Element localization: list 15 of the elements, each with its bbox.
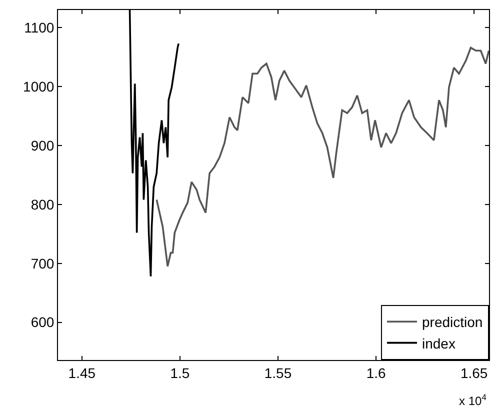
legend-label: index	[422, 335, 456, 352]
x-tick-label: 1.65	[460, 364, 488, 381]
x-tick-label: 1.45	[68, 364, 96, 381]
text: x 10$^{4}$	[459, 392, 487, 408]
y-tick-label: 800	[30, 196, 54, 212]
y-tick-label: 700	[30, 255, 54, 272]
x-tick-label: 1.55	[264, 364, 292, 381]
x-tick-label: 1.6	[366, 364, 386, 381]
y-tick-label: 600	[30, 314, 54, 330]
y-tick-label: 1000	[23, 78, 54, 94]
y-tick-label: 900	[30, 137, 54, 154]
x-tick-label: 1.5	[170, 364, 190, 381]
line-series	[156, 46, 489, 268]
y-tick-label: 1100	[24, 20, 54, 36]
legend-label: prediction	[422, 314, 483, 330]
